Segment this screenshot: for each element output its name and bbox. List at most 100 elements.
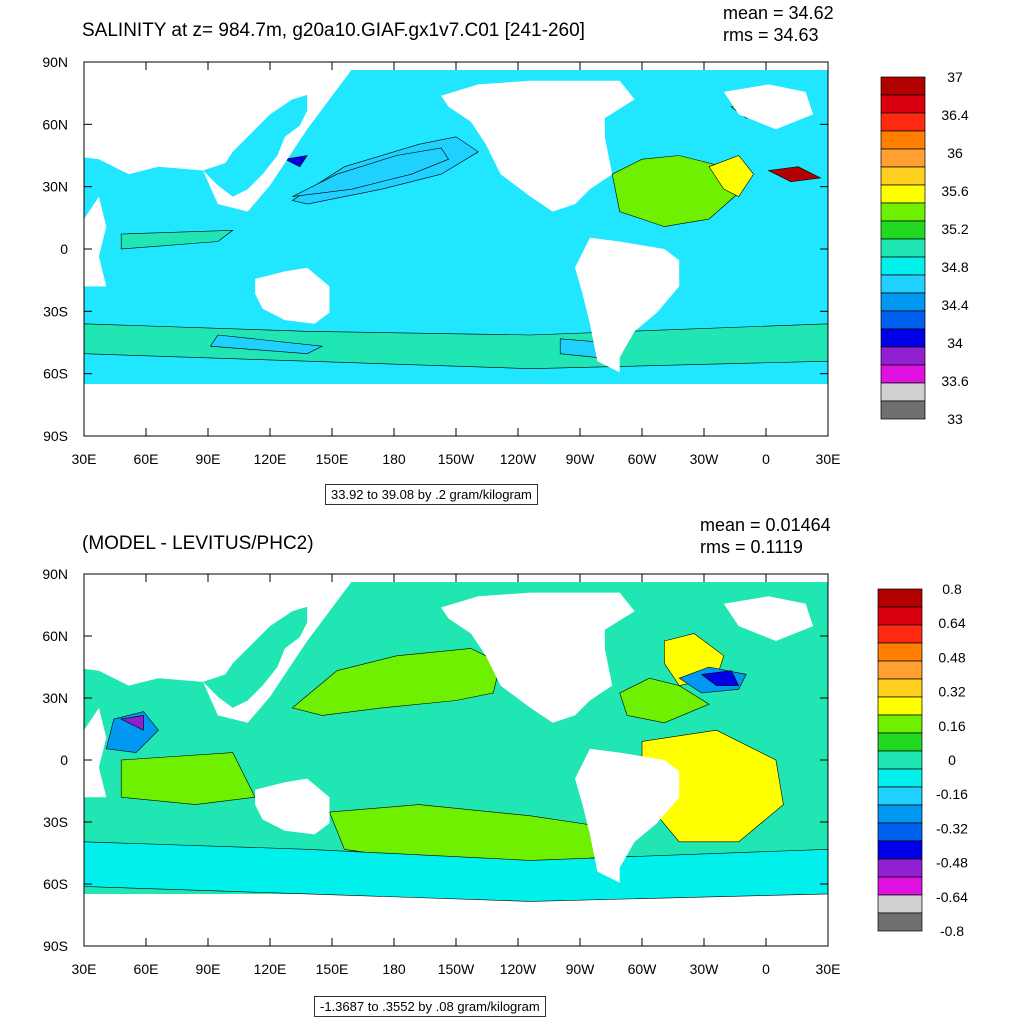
colorbar-box xyxy=(877,822,923,842)
colorbar-box xyxy=(877,714,923,734)
indian-ocean-high xyxy=(120,752,256,805)
colorbar-box xyxy=(877,588,923,608)
colorbar-box xyxy=(877,804,923,824)
colorbar-label: -0.32 xyxy=(936,820,968,836)
colorbar-box xyxy=(877,660,923,680)
x-tick-label: 90W xyxy=(566,961,596,977)
y-tick-label: 60S xyxy=(43,366,68,382)
colorbar-box xyxy=(880,148,926,168)
y-tick-label: 0 xyxy=(60,241,68,257)
colorbar-label: 37 xyxy=(947,69,963,85)
colorbar-label: 33 xyxy=(947,411,963,427)
colorbar-label: -0.8 xyxy=(940,923,964,939)
bottom-rms: rms = 0.1119 xyxy=(700,537,803,557)
colorbar-box xyxy=(880,274,926,294)
x-tick-label: 60W xyxy=(628,451,658,467)
y-tick-label: 30N xyxy=(42,690,68,706)
mediterranean-outflow xyxy=(708,155,754,197)
colorbar-box xyxy=(877,894,923,914)
panel-0-group: 30E 60E 90E 120E 150E 180 150W 120W 90W 60W 30W 0 30… xyxy=(42,54,969,467)
y-tick-label: 30S xyxy=(43,814,68,830)
red-sea-outflow xyxy=(767,166,822,183)
y-tick-label: 30N xyxy=(42,179,68,195)
x-tick-label: 30E xyxy=(816,451,841,467)
y-tick-label: 90S xyxy=(43,428,68,444)
colorbar-box xyxy=(877,642,923,662)
bottom-mean: mean = 0.01464 xyxy=(700,515,831,535)
y-tick-label: 60N xyxy=(42,628,68,644)
x-tick-label: 120E xyxy=(254,451,287,467)
x-tick-label: 30E xyxy=(816,961,841,977)
x-tick-label: 90E xyxy=(196,961,221,977)
colorbar-box xyxy=(880,130,926,150)
colorbar-box xyxy=(880,220,926,240)
colorbar-label: 0.8 xyxy=(942,581,962,597)
colorbar-box xyxy=(880,292,926,312)
arabian-sea-low xyxy=(105,711,159,753)
colorbar-label: 0 xyxy=(948,752,956,768)
x-tick-label: 60E xyxy=(134,451,159,467)
top-panel-title: SALINITY at z= 984.7m, g20a10.GIAF.gx1v7… xyxy=(82,20,585,41)
colorbar-box xyxy=(877,696,923,716)
y-tick-label: 90N xyxy=(42,566,68,582)
colorbar-label: -0.64 xyxy=(936,889,968,905)
colorbar-label: -0.48 xyxy=(936,855,968,871)
y-tick-label: 30S xyxy=(43,303,68,319)
colorbar-box xyxy=(877,606,923,626)
x-tick-label: 150E xyxy=(316,451,349,467)
colorbar-box xyxy=(880,310,926,330)
arabian-sea-core xyxy=(120,715,144,731)
colorbar-box xyxy=(877,876,923,896)
x-tick-label: 120W xyxy=(500,961,537,977)
colorbar-box xyxy=(877,732,923,752)
land-mass xyxy=(84,574,345,686)
x-tick-label: 0 xyxy=(762,451,770,467)
colorbar-label: 36.4 xyxy=(941,107,968,123)
x-tick-label: 60E xyxy=(134,961,159,977)
land-mass xyxy=(84,908,828,946)
colorbar-box xyxy=(877,912,923,932)
x-tick-label: 0 xyxy=(762,961,770,977)
colorbar-box xyxy=(877,840,923,860)
north-pacific-high xyxy=(291,648,501,716)
colorbar-box xyxy=(880,256,926,276)
x-tick-label: 90E xyxy=(196,451,221,467)
north-atlantic-green xyxy=(619,677,710,724)
x-tick-label: 120E xyxy=(254,961,287,977)
y-tick-label: 60S xyxy=(43,876,68,892)
land-mass xyxy=(84,707,107,798)
colorbar-box xyxy=(877,678,923,698)
colorbar-label: 34.4 xyxy=(941,297,968,313)
x-tick-label: 180 xyxy=(382,961,406,977)
y-tick-label: 60N xyxy=(42,116,68,132)
colorbar-box xyxy=(877,624,923,644)
x-tick-label: 90W xyxy=(566,451,596,467)
land-mass xyxy=(203,62,352,212)
land-mass xyxy=(575,748,680,883)
colorbar-box xyxy=(880,328,926,348)
x-tick-label: 30E xyxy=(72,961,97,977)
land-mass xyxy=(723,596,814,641)
bottom-range-label: -1.3687 to .3552 by .08 gram/kilogram xyxy=(314,996,546,1017)
colorbar-box xyxy=(880,166,926,186)
colorbar-label: -0.16 xyxy=(936,786,968,802)
bottom-panel-title: (MODEL - LEVITUS/PHC2) xyxy=(82,533,314,554)
colorbar-box xyxy=(880,76,926,96)
y-tick-label: 0 xyxy=(60,752,68,768)
y-tick-label: 90N xyxy=(42,54,68,70)
colorbar-box xyxy=(880,238,926,258)
colorbar-box xyxy=(880,346,926,366)
x-tick-label: 180 xyxy=(382,451,406,467)
colorbar-box xyxy=(880,94,926,114)
land-mass xyxy=(441,80,635,212)
south-indian-low xyxy=(209,334,324,355)
colorbar-box xyxy=(880,184,926,204)
x-tick-label: 150W xyxy=(438,451,475,467)
colorbar-box xyxy=(877,750,923,770)
top-range-label: 33.92 to 39.08 by .2 gram/kilogram xyxy=(325,484,538,505)
colorbar-label: 0.32 xyxy=(938,684,965,700)
top-rms: rms = 34.63 xyxy=(723,25,819,45)
land-mass xyxy=(203,574,352,723)
colorbar-label: 35.6 xyxy=(941,183,968,199)
x-tick-label: 30W xyxy=(690,961,720,977)
